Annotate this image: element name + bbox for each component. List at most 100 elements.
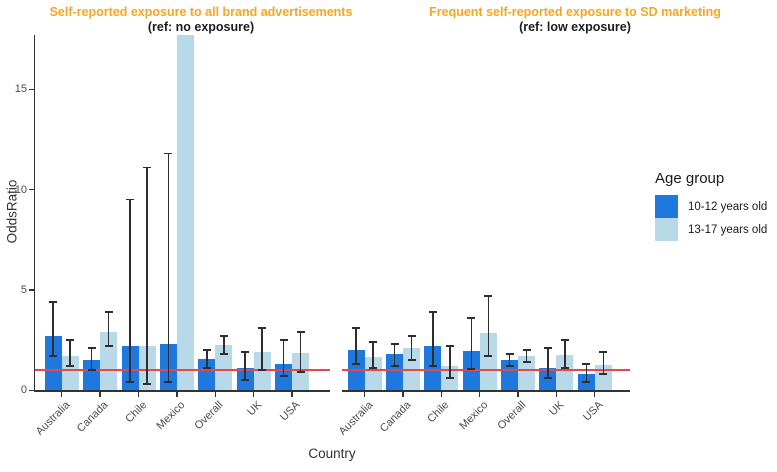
error-bar-cap-top [241, 351, 250, 353]
x-tick [99, 391, 101, 397]
x-tick [364, 391, 366, 397]
x-tick [479, 391, 481, 397]
y-tick [29, 289, 34, 291]
legend: Age group 10-12 years old 13-17 years ol… [645, 170, 775, 241]
x-tick [176, 391, 178, 397]
error-bar-cap-bottom [445, 377, 454, 379]
legend-label: 13-17 years old [688, 223, 768, 236]
error-bar-line [487, 295, 489, 356]
error-bar-cap-top [202, 349, 211, 351]
error-bar-cap-top [484, 295, 493, 297]
error-bar-cap-top [66, 339, 75, 341]
x-tick [291, 391, 293, 397]
error-bar-line [585, 363, 588, 382]
error-bar-cap-bottom [258, 369, 267, 371]
x-tick-label: Mexico [457, 399, 491, 433]
reference-line [35, 368, 330, 371]
error-bar-line [602, 351, 605, 374]
bar [424, 345, 442, 390]
error-bar-cap-bottom [407, 359, 416, 361]
x-axis-title: Country [308, 446, 356, 461]
error-bar-line [167, 153, 170, 382]
error-bar-line [393, 343, 396, 366]
bar [386, 353, 404, 390]
x-tick-label: Australia [336, 399, 376, 438]
y-tick [29, 389, 34, 391]
error-bar-line [206, 349, 208, 368]
bar [61, 355, 79, 390]
x-tick-label: USA [278, 399, 303, 424]
error-bar-cap-top [543, 347, 552, 349]
left-panel-subtitle-text: (ref: no exposure) [147, 20, 255, 34]
error-bar-cap-top [522, 349, 531, 351]
y-tick [29, 88, 34, 91]
x-tick [594, 391, 596, 397]
x-tick-label: Chile [122, 399, 149, 426]
x-tick [517, 391, 519, 397]
legend-swatch-dark-blue [655, 195, 678, 218]
x-tick [137, 391, 140, 397]
x-tick [402, 391, 404, 397]
bar [501, 359, 519, 390]
error-bar-cap-bottom [279, 375, 288, 377]
error-bar-line [146, 167, 148, 384]
bar [83, 359, 101, 390]
error-bar-cap-bottom [219, 353, 228, 355]
bar [176, 35, 194, 390]
error-bar-cap-top [296, 331, 305, 333]
error-bar-cap-bottom [390, 365, 399, 367]
error-bar-cap-top [428, 311, 437, 313]
x-tick-label: UK [244, 399, 265, 419]
bar [253, 351, 271, 390]
y-axis-title: OddsRatio [4, 179, 20, 244]
error-bar-line [282, 339, 285, 376]
error-bar-line [525, 349, 528, 362]
x-tick [61, 391, 63, 397]
error-bar-cap-bottom [241, 379, 250, 381]
error-bar-line [372, 341, 374, 368]
error-bar-cap-top [407, 335, 416, 337]
x-tick-label: Australia [33, 399, 73, 438]
error-bar-cap-top [582, 363, 591, 365]
error-bar-cap-top [560, 339, 569, 341]
legend-entry-13-17: 13-17 years old [655, 218, 775, 241]
error-bar-line [129, 199, 131, 382]
error-bar-cap-top [505, 353, 514, 355]
legend-swatch-light-blue [655, 218, 678, 241]
error-bar-line [107, 311, 110, 346]
error-bar-cap-top [369, 341, 378, 343]
error-bar-cap-top [87, 347, 96, 349]
error-bar-cap-bottom [87, 369, 96, 371]
y-tick-label: 0 [20, 384, 27, 396]
error-bar-line [564, 339, 566, 368]
error-bar-cap-top [104, 311, 113, 313]
error-bar-cap-top [258, 327, 267, 329]
error-bar-line [355, 327, 357, 364]
x-tick [440, 391, 443, 397]
error-bar-line [90, 347, 93, 370]
error-bar-cap-bottom [296, 371, 305, 373]
error-bar-line [261, 327, 263, 370]
bar [594, 364, 612, 390]
bar [44, 335, 62, 390]
error-bar-cap-top [390, 343, 399, 345]
x-tick-label: Chile [425, 399, 452, 426]
y-tick-label: 5 [20, 283, 27, 296]
legend-title: Age group [655, 170, 725, 187]
y-tick [29, 189, 34, 191]
error-bar-line [470, 317, 472, 369]
error-bar-cap-bottom [66, 365, 75, 367]
error-bar-cap-bottom [467, 368, 476, 370]
error-bar-cap-bottom [484, 355, 493, 357]
error-bar-cap-bottom [126, 381, 134, 383]
error-bar-line [432, 311, 434, 366]
error-bar-cap-bottom [104, 345, 113, 347]
error-bar-cap-top [49, 301, 58, 303]
error-bar-line [223, 335, 225, 354]
error-bar-cap-bottom [202, 367, 211, 369]
error-bar-line [508, 353, 511, 366]
x-axis-line [342, 390, 630, 392]
bar [215, 344, 233, 390]
error-bar-cap-bottom [49, 355, 58, 357]
